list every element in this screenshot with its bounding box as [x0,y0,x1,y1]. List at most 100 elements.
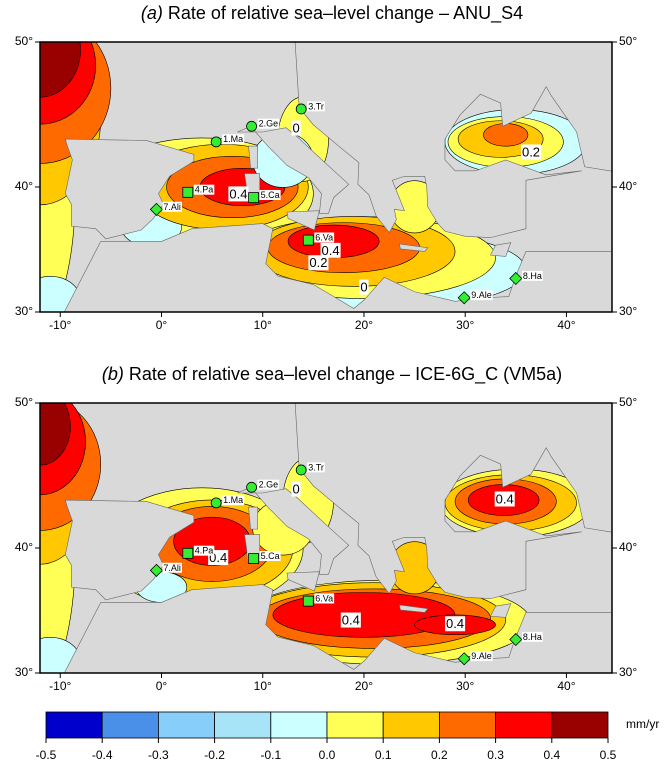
map-panel: 00.20.40.40.201.Ma2.Ge3.Tr4.Pa5.Ca6.Va7.… [15,3,638,332]
station-label-bg [307,462,325,473]
title-text: Rate of relative sea–level change – ICE-… [129,364,562,385]
colorbar-bin [214,711,272,739]
station-label: 6.Va [315,594,333,604]
map-frame [39,402,613,674]
station-label-bg [257,479,280,490]
land [490,603,512,618]
station-marker [295,464,307,476]
contour-label: 0 [293,482,300,497]
colorbar-tick-label: -0.5 [36,748,57,762]
station-label: 3.Tr [308,101,324,111]
x-tick-label: 10° [254,679,272,693]
y-tick-label: 40° [15,540,33,554]
land [237,125,350,214]
station-marker [149,563,163,577]
station-marker [210,497,222,509]
station-label-bg [193,545,215,556]
station-label-bg [314,593,335,604]
y-tick-label: 30° [619,665,637,679]
y-tick-label: 50° [619,34,637,48]
panel-label: (a) [141,3,163,23]
colorbar-bin [45,711,103,739]
colorbar-tick-label: 0.3 [487,748,504,762]
contour-label-bg [291,481,301,497]
colorbar-unit: mm/yr [626,717,659,731]
contour-label: 0.2 [522,144,540,159]
colorbar-tick-label: -0.3 [148,748,169,762]
land [237,486,350,575]
station-label: 2.Ge [259,480,279,490]
contour-label-bg [340,612,361,628]
land [64,499,195,601]
station-label-bg [521,631,543,642]
station-label: 8.Ha [523,632,542,642]
colorbar-bin [270,711,328,739]
contour-band [40,403,71,466]
station-label: 4.Pa [195,546,214,556]
station-label: 2.Ge [259,119,279,129]
y-tick-label: 50° [15,395,33,409]
land [286,571,320,592]
station-label-bg [257,118,280,129]
station-marker [457,291,471,305]
colorbar-tick-label: 0.0 [319,748,336,762]
x-tick-label: 0° [156,318,168,332]
contour-label: 0 [360,280,367,295]
station-label: 7.Ali [163,202,181,212]
station-marker [246,120,257,132]
contour-label: 0.4 [229,186,247,201]
station-marker [457,652,471,666]
colorbar-tick-label: 0.5 [600,748,617,762]
station-marker [295,103,307,115]
y-tick-label: 50° [15,34,33,48]
colorbar-tick-label: -0.4 [92,748,113,762]
station-label: 1.Ma [223,495,243,505]
station-marker [509,632,523,647]
station-label: 9.Ale [471,290,492,300]
station-label: 5.Ca [261,190,280,200]
land [286,210,320,231]
x-tick-label: 20° [355,318,373,332]
station-label: 4.Pa [195,185,214,195]
station-label-bg [222,495,245,506]
colorbar-tick-label: 0.1 [375,748,392,762]
station-label-bg [521,270,543,281]
contour-label-bg [445,616,466,632]
station-label-bg [222,134,245,145]
y-tick-label: 30° [15,304,33,318]
land [40,223,612,312]
map-frame [39,41,613,313]
station-label-bg [193,184,215,195]
contour-band [483,123,529,147]
station-label: 3.Tr [308,462,324,472]
colorbar-bin [382,711,440,739]
panel-label: (b) [102,364,124,384]
x-tick-label: 30° [456,679,474,693]
x-tick-label: 10° [254,318,272,332]
y-tick-label: 40° [15,179,33,193]
contour-label: 0.4 [496,492,514,507]
colorbar-tick-label: 0.2 [431,748,448,762]
contour-label-bg [494,491,515,507]
station-label-bg [259,189,281,200]
colorbar-bin [438,711,496,739]
contour-label-bg [291,120,301,136]
colorbar-bin [101,711,159,739]
title-text: Rate of relative sea–level change – ANU_… [168,3,523,24]
station-marker [302,595,314,607]
land [248,506,258,530]
station-label: 7.Ali [163,563,181,573]
contour-label-bg [308,255,329,271]
contour-label: 0.2 [309,255,327,270]
station-marker [248,192,260,204]
colorbar-bin [157,711,215,739]
x-tick-label: 40° [557,318,575,332]
map-layer: 00.20.40.40.20 [40,42,612,312]
x-tick-label: 0° [156,679,168,693]
y-tick-label: 40° [619,540,637,554]
station-label-bg [259,550,281,561]
y-tick-label: 50° [619,395,637,409]
station-marker [302,234,314,246]
station-marker [509,271,523,286]
